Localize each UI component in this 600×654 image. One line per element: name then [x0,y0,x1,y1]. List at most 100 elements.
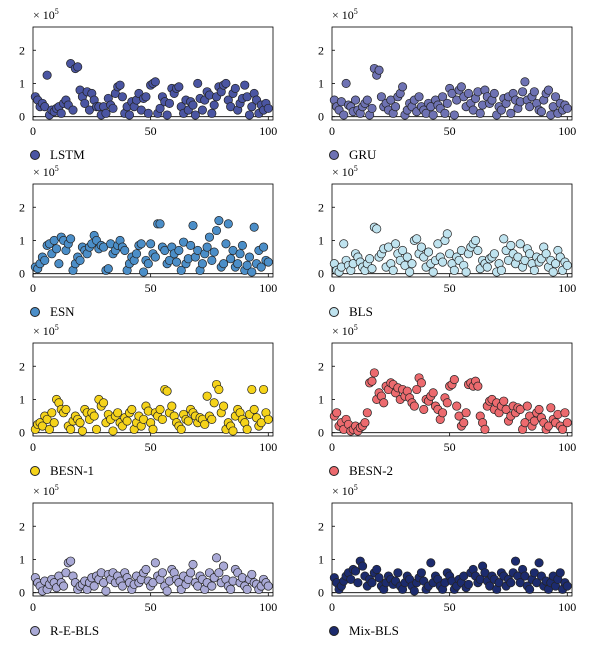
scatter-point [200,419,210,429]
x-tick-label: 50 [444,124,456,138]
y-exponent-power: 5 [353,483,358,492]
scatter-point [515,239,525,249]
scatter-point [398,82,408,92]
x-tick-label: 100 [259,440,277,454]
legend-label: BLS [349,304,373,319]
scatter-point [339,110,349,120]
scatter-point [428,388,438,398]
scatter-point [136,239,146,249]
scatter-point [562,581,572,591]
scatter-point [162,110,172,120]
scatter-point [247,102,257,112]
scatter-point [143,259,153,269]
y-exponent-base: × 10 [332,324,354,338]
scatter-point [233,259,243,269]
scatter-point [186,568,196,578]
scatter-point [188,220,198,231]
scatter-point [127,404,137,414]
legend-marker [329,150,339,160]
x-tick-label: 100 [558,124,576,138]
scatter-panel-r-e-bls: 0 1 2 0 50 100 [19,502,277,614]
scatter-point [209,398,219,408]
scatter-point [122,416,132,426]
scatter-point [221,239,231,249]
scatter-point [412,234,422,244]
legend-mix-bls: Mix-BLS [329,623,399,639]
scatter-point [374,573,384,583]
legend-label: ESN [50,304,75,319]
scatter-point [209,100,219,110]
scatter-point [155,103,165,113]
scatter-point [190,110,200,120]
plot-frame [32,26,274,121]
scatter-point [369,368,379,378]
scatter-point [89,411,99,421]
x-tick-label: 0 [329,281,335,295]
y-tick-label: 0 [19,586,25,600]
scatter-point [374,65,384,75]
scatter-point [398,245,408,255]
scatter-panel-lstm: 0 1 2 0 50 100 [19,26,277,138]
scatter-point [150,252,160,262]
scatter-point [77,426,87,436]
x-tick-label: 100 [558,600,576,614]
scatter-point [367,103,377,113]
scatter-point [188,100,198,110]
scatter-point [256,262,266,272]
y-tick-label: 2 [318,359,324,373]
plot-frame [32,502,274,597]
scatter-point [426,558,436,568]
scatter-panel-esn: 0 1 2 0 50 100 [19,183,277,295]
y-tick-label: 1 [19,392,25,406]
plot-frame [331,502,573,597]
scatter-point [341,78,351,89]
legend-marker [30,626,40,636]
legend-label: BESN-2 [349,463,394,478]
scatter-point [522,401,532,411]
scatter-point [259,384,269,395]
scatter-point [141,92,151,102]
scatter-point [459,418,469,428]
scatter-panel-gru: 0 1 2 0 50 100 [318,26,576,138]
scatter-point [407,259,417,269]
y-exponent-base: × 10 [33,8,55,22]
y-tick-label: 2 [19,200,25,214]
scatter-point [555,568,565,578]
scatter-point [44,424,55,434]
y-exponent-power: 5 [54,7,59,16]
scatter-point [197,259,207,269]
y-exponent-power: 5 [54,483,59,492]
legend-marker [329,466,339,476]
scatter-point [183,416,193,426]
scatter-point [68,105,78,115]
y-exponent-label-mix-bls: × 105 [332,483,358,499]
scatter-point [367,578,377,588]
scatter-point [103,264,113,274]
scatter-point [148,424,158,434]
scatter-point [350,95,361,105]
scatter-point [358,561,368,571]
scatter-point [263,103,273,113]
scatter-point [235,249,245,259]
y-tick-label: 0 [19,110,25,124]
scatter-point [174,82,184,92]
scatter-point [188,559,198,569]
y-tick-label: 1 [318,552,324,566]
scatter-point [66,556,76,566]
scatter-point [473,381,483,391]
scatter-point [362,95,372,105]
y-tick-label: 2 [318,519,324,533]
y-exponent-label-lstm: × 105 [33,7,59,23]
scatter-point [475,108,485,118]
scatter-point [416,242,426,252]
scatter-point [442,98,452,108]
scatter-point [496,265,506,275]
scatter-point [209,247,219,257]
scatter-point [263,257,273,267]
scatter-point [202,391,212,401]
scatter-point [219,401,229,411]
x-tick-label: 0 [30,600,36,614]
y-tick-label: 1 [19,76,25,90]
scatter-point [237,240,247,250]
